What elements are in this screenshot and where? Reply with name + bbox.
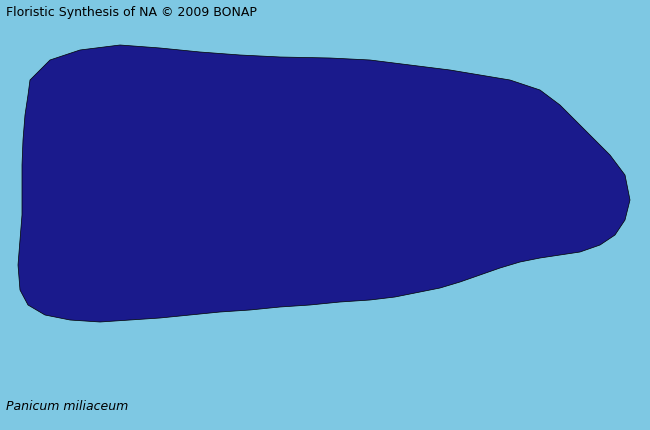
Text: Floristic Synthesis of NA © 2009 BONAP: Floristic Synthesis of NA © 2009 BONAP [6, 6, 257, 19]
Text: Panicum miliaceum: Panicum miliaceum [6, 400, 129, 413]
Polygon shape [18, 45, 630, 322]
